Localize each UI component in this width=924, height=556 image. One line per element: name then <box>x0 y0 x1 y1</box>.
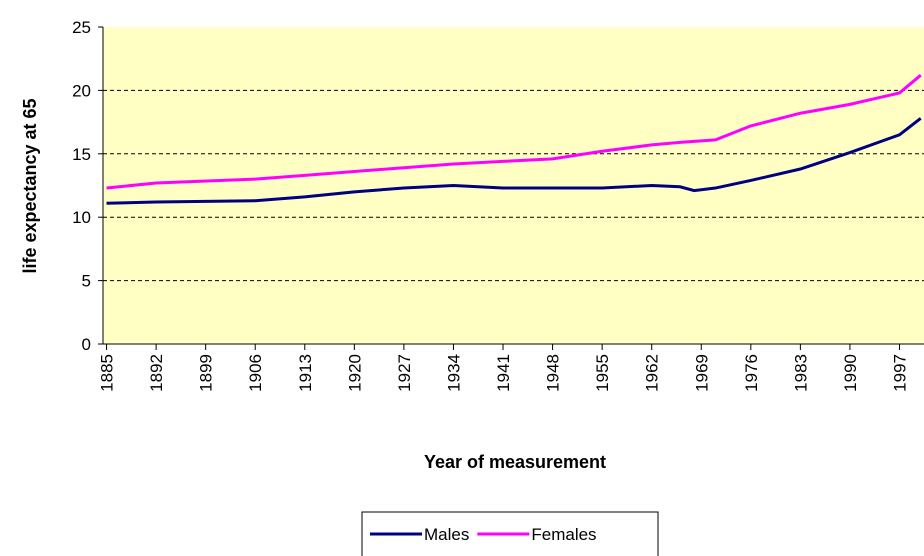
y-tick-label: 15 <box>72 145 91 164</box>
y-tick-label: 0 <box>82 335 91 354</box>
x-tick-label: 1892 <box>147 354 166 392</box>
series-line <box>106 74 922 190</box>
x-tick-label: 1955 <box>593 354 612 392</box>
x-tick-label: 1983 <box>791 354 810 392</box>
x-tick-label: 1962 <box>643 354 662 392</box>
legend-label: Females <box>531 525 596 544</box>
series-line <box>106 117 922 205</box>
x-tick-label: 1927 <box>395 354 414 392</box>
x-tick-label: 1997 <box>891 354 910 392</box>
x-tick-label: 1976 <box>742 354 761 392</box>
y-tick-label: 10 <box>72 208 91 227</box>
legend-label: Males <box>424 525 469 544</box>
x-tick-label: 1990 <box>841 354 860 392</box>
x-tick-label: 1969 <box>692 354 711 392</box>
y-tick-label: 20 <box>72 81 91 100</box>
x-tick-label: 1934 <box>444 354 463 392</box>
y-tick-label: 5 <box>82 272 91 291</box>
x-tick-label: 1920 <box>345 354 364 392</box>
x-tick-label: 1885 <box>98 354 117 392</box>
plot-area <box>103 27 924 344</box>
y-tick-label: 25 <box>72 18 91 37</box>
x-tick-label: 1948 <box>544 354 563 392</box>
x-axis-title: Year of measurement <box>424 452 606 472</box>
x-tick-label: 1899 <box>197 354 216 392</box>
x-tick-label: 1906 <box>246 354 265 392</box>
x-tick-label: 1941 <box>494 354 513 392</box>
x-tick-label: 1913 <box>296 354 315 392</box>
y-axis-title: life expectancy at 65 <box>20 98 40 273</box>
